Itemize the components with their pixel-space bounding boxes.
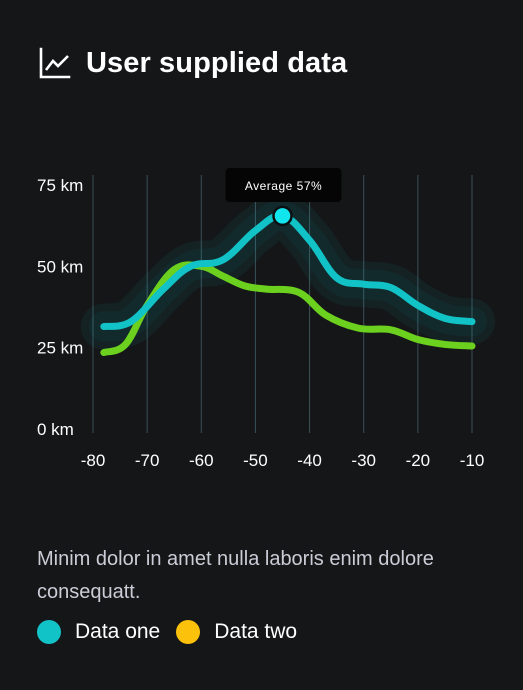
highlight-point bbox=[272, 205, 293, 227]
y-tick-label: 50 km bbox=[37, 257, 83, 276]
tooltip-label: Average 57% bbox=[245, 179, 322, 193]
x-tick-label: -50 bbox=[243, 451, 268, 470]
chart-description: Minim dolor in amet nulla laboris enim d… bbox=[37, 548, 434, 603]
x-tick-label: -40 bbox=[297, 451, 322, 470]
legend-item-data-two: Data two bbox=[176, 620, 297, 644]
page-title: User supplied data bbox=[86, 46, 348, 79]
chart-legend: Data one Data two bbox=[37, 620, 313, 644]
x-tick-label: -10 bbox=[460, 451, 485, 470]
legend-item-data-one: Data one bbox=[37, 620, 160, 644]
line-chart: 0 km 25 km 50 km 75 km -80 -70 -60 -50 -40 -30 -20… bbox=[37, 168, 495, 470]
x-tick-label: -60 bbox=[189, 451, 214, 470]
line-chart-icon bbox=[39, 47, 71, 79]
y-tick-label: 25 km bbox=[37, 339, 83, 358]
legend-swatch-data-two bbox=[176, 620, 201, 644]
legend-label-data-two: Data two bbox=[214, 620, 298, 643]
y-tick-label: 75 km bbox=[37, 176, 83, 195]
legend-label-data-one: Data one bbox=[75, 620, 161, 643]
series-one-line bbox=[100, 212, 476, 331]
x-tick-label: -20 bbox=[406, 451, 431, 470]
x-tick-label: -70 bbox=[135, 451, 160, 470]
chart-header: User supplied data bbox=[38, 46, 347, 80]
tooltip: Average 57% bbox=[225, 168, 342, 202]
tooltip-box bbox=[225, 168, 342, 202]
x-tick-label: -80 bbox=[81, 451, 106, 470]
y-tick-label: 0 km bbox=[37, 420, 74, 439]
legend-swatch-data-one bbox=[37, 620, 61, 644]
x-tick-label: -30 bbox=[351, 451, 376, 470]
